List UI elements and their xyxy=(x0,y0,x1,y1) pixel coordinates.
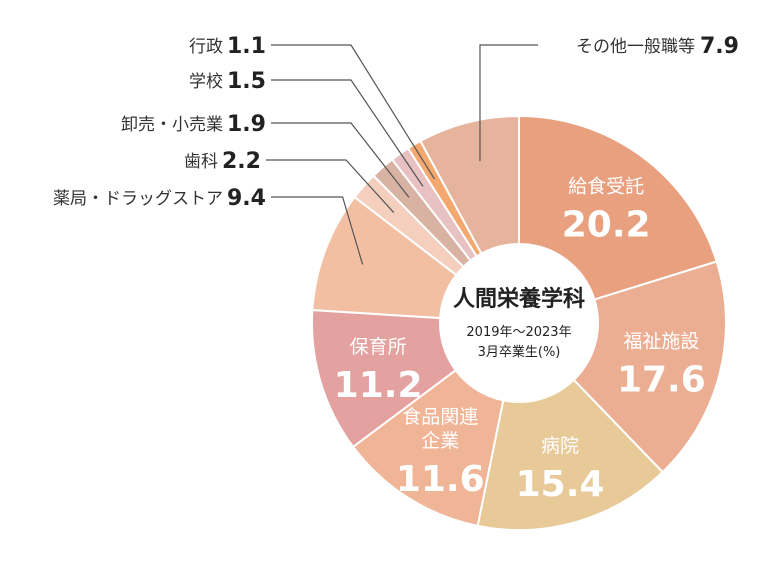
slice-value-3: 11.6 xyxy=(396,459,485,500)
leader-line-10 xyxy=(479,44,538,162)
slice-value-0: 20.2 xyxy=(562,205,651,246)
center-subtitle-line1: 2019年〜2023年 xyxy=(466,325,571,340)
outer-value-6: 2.2 xyxy=(222,149,261,174)
leader-line-6 xyxy=(266,159,395,213)
slice-0 xyxy=(518,114,718,301)
slices-group xyxy=(311,114,727,531)
leader-line-5 xyxy=(271,196,364,265)
outer-value-10: 7.9 xyxy=(700,34,739,59)
outer-value-9: 1.1 xyxy=(227,34,266,59)
leader-line-7 xyxy=(271,122,410,198)
slice-label-3-line1: 企業 xyxy=(421,430,459,452)
outer-label-10: その他一般職等 xyxy=(576,37,695,57)
slice-label-3-line0: 食品関連 xyxy=(402,406,478,428)
slice-3 xyxy=(351,368,505,528)
slice-4 xyxy=(311,308,458,449)
center-title: 人間栄養学科 xyxy=(453,286,585,312)
slice-1 xyxy=(572,260,727,474)
outer-value-5: 9.4 xyxy=(227,186,266,211)
slice-label-4-line0: 保育所 xyxy=(350,336,407,358)
outer-label-7: 卸売・小売業 xyxy=(121,115,223,135)
slice-value-2: 15.4 xyxy=(516,464,605,505)
slice-label-2-line0: 病院 xyxy=(541,435,579,457)
leader-line-9 xyxy=(271,44,435,180)
slice-2 xyxy=(476,378,665,531)
slice-label-1-line0: 福祉施設 xyxy=(623,331,699,353)
outer-value-8: 1.5 xyxy=(227,69,266,94)
slice-label-0-line0: 給食受託 xyxy=(568,176,644,198)
slice-value-1: 17.6 xyxy=(617,360,706,401)
outer-label-9: 行政 xyxy=(189,37,223,57)
center-subtitle-line2: 3月卒業生(%) xyxy=(478,344,561,360)
outer-labels-group: 薬局・ドラッグストア 9.4 歯科 2.2 卸売・小売業 1.9学校 1.5行政 1.1 その他… xyxy=(53,34,739,265)
slice-10 xyxy=(419,114,520,255)
leader-line-8 xyxy=(271,79,424,187)
outer-label-5: 薬局・ドラッグストア xyxy=(53,189,223,209)
outer-value-7: 1.9 xyxy=(227,112,266,137)
outer-label-8: 学校 xyxy=(189,72,223,92)
slice-value-4: 11.2 xyxy=(334,365,423,406)
center-label: 人間栄養学科 2019年〜2023年 3月卒業生(%) xyxy=(453,286,585,360)
outer-label-6: 歯科 xyxy=(184,152,218,172)
